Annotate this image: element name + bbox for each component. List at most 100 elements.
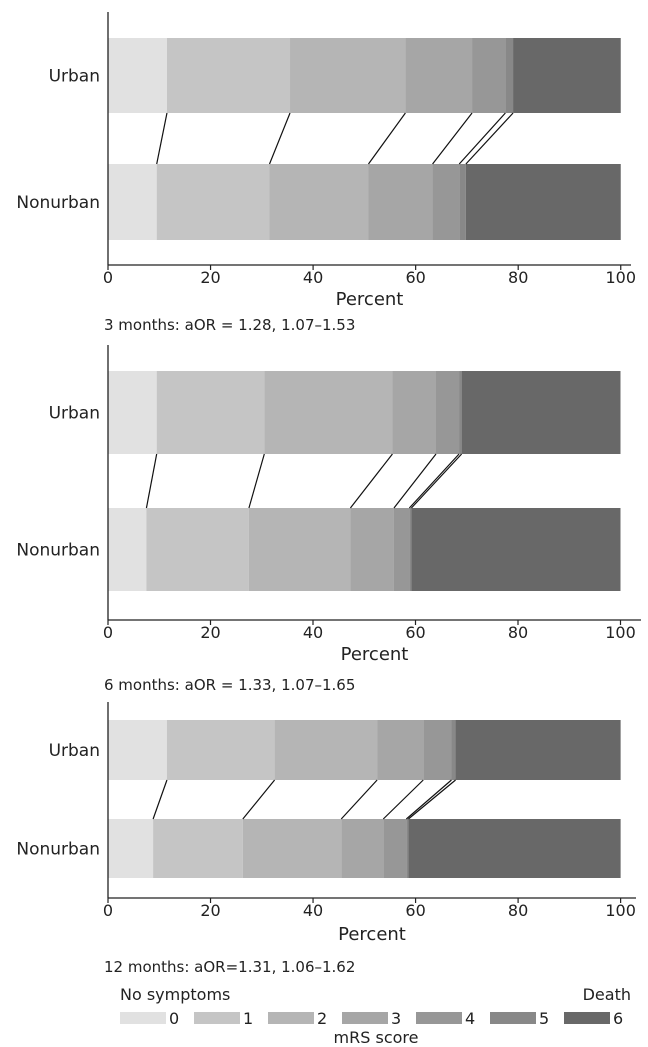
x-tick-label: 40 <box>303 268 323 287</box>
legend-item-label: 2 <box>317 1009 327 1028</box>
category-label: Urban <box>49 67 100 87</box>
connector-line <box>408 779 456 820</box>
legend-title: mRS score <box>334 1028 419 1047</box>
bar-segment <box>108 720 167 780</box>
bar-segment <box>108 371 157 454</box>
bar-segment <box>393 508 410 591</box>
x-tick-label: 60 <box>405 268 425 287</box>
panel-3: Urban Nonurban 0 20 40 60 80 100 Percent 12 month… <box>16 702 636 976</box>
legend-swatch <box>416 1012 462 1024</box>
bar-segment <box>264 371 393 454</box>
bar-segment <box>248 508 351 591</box>
x-axis-label: Percent <box>341 644 409 665</box>
x-tick-label: 100 <box>605 623 636 642</box>
bar-segment <box>383 819 407 878</box>
bar-segment <box>350 508 394 591</box>
bar-segment <box>269 164 369 240</box>
x-tick-label: 20 <box>200 268 220 287</box>
legend-swatch <box>120 1012 166 1024</box>
bar-segment <box>455 720 621 780</box>
bar-segment <box>108 164 157 240</box>
panel-2: Urban Nonurban 0 20 40 60 80 100 Percent 6 months… <box>16 345 641 694</box>
bar-segment <box>166 38 291 113</box>
bar-segment <box>513 38 621 113</box>
bar-segment <box>392 371 436 454</box>
legend-swatch <box>194 1012 240 1024</box>
connector-line <box>458 112 506 165</box>
connector-line <box>408 453 460 509</box>
x-tick-label: 60 <box>405 901 425 920</box>
connector-line <box>145 453 158 509</box>
x-tick-label: 80 <box>508 623 528 642</box>
bar-segment <box>242 819 342 878</box>
legend-items: 0 1 2 3 4 5 6 <box>120 1009 623 1028</box>
bar-segment <box>156 371 265 454</box>
bar-segment <box>436 371 460 454</box>
legend-item-label: 6 <box>613 1009 623 1028</box>
connector-line <box>393 453 437 509</box>
legend-item-label: 1 <box>243 1009 253 1028</box>
panel-caption: 3 months: aOR = 1.28, 1.07–1.53 <box>104 316 355 334</box>
x-tick-label: 20 <box>200 623 220 642</box>
bar-segment <box>156 164 270 240</box>
category-label: Nonurban <box>16 541 100 561</box>
connector-line <box>367 112 406 165</box>
bar-segment <box>459 164 466 240</box>
legend-swatch <box>342 1012 388 1024</box>
connector-line <box>410 453 463 509</box>
bar-segment <box>459 371 462 454</box>
bar-segment <box>411 508 621 591</box>
bar-segment <box>368 164 433 240</box>
legend: No symptoms Death mRS score 0 1 2 3 4 5 6 <box>120 985 631 1047</box>
bar-segment <box>108 38 167 113</box>
connector-line <box>268 112 291 165</box>
category-label: Nonurban <box>16 840 100 860</box>
x-axis-label: Percent <box>336 289 404 310</box>
x-tick-label: 20 <box>200 901 220 920</box>
bar-segment <box>405 38 473 113</box>
x-axis-label: Percent <box>338 924 406 945</box>
category-label: Nonurban <box>16 193 100 213</box>
x-tick-label: 80 <box>508 901 528 920</box>
bar-segment <box>409 508 412 591</box>
legend-item-label: 3 <box>391 1009 401 1028</box>
bar-segment <box>451 720 456 780</box>
bar-segment <box>465 164 621 240</box>
connector-line <box>382 779 424 820</box>
bar-segment <box>166 720 275 780</box>
legend-swatch <box>564 1012 610 1024</box>
connector-line <box>349 453 393 509</box>
bar-segment <box>432 164 460 240</box>
chart-panels: Urban Nonurban 0 20 40 60 80 100 Percent 3 months… <box>16 12 641 976</box>
bar-segment <box>461 371 621 454</box>
legend-item-label: 5 <box>539 1009 549 1028</box>
panel-caption: 6 months: aOR = 1.33, 1.07–1.65 <box>104 676 355 694</box>
connector-line <box>465 112 514 165</box>
x-tick-label: 0 <box>103 623 113 642</box>
x-tick-label: 0 <box>103 268 113 287</box>
x-tick-label: 60 <box>405 623 425 642</box>
connector-line <box>248 453 265 509</box>
bar-segment <box>146 508 249 591</box>
x-tick-label: 0 <box>103 901 113 920</box>
bar-segment <box>377 720 424 780</box>
x-tick-label: 100 <box>605 268 636 287</box>
x-tick-label: 100 <box>605 901 636 920</box>
legend-swatch <box>490 1012 536 1024</box>
bar-segment <box>108 508 147 591</box>
bar-segment <box>153 819 243 878</box>
bar-segment <box>108 819 154 878</box>
bar-segment <box>423 720 452 780</box>
connector-line <box>340 779 378 820</box>
connector-line <box>242 779 276 820</box>
connector-line <box>156 112 168 165</box>
bar-segment <box>290 38 406 113</box>
connector-line <box>405 779 452 820</box>
connector-line <box>432 112 473 165</box>
legend-right-note: Death <box>583 985 631 1004</box>
legend-swatch <box>268 1012 314 1024</box>
legend-left-note: No symptoms <box>120 985 230 1004</box>
bar-segment <box>341 819 384 878</box>
bar-segment <box>505 38 514 113</box>
category-label: Urban <box>49 741 100 761</box>
